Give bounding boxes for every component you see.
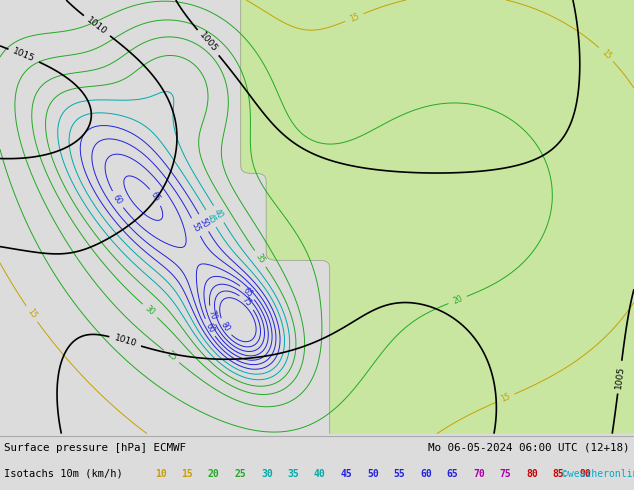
Text: 75: 75 — [240, 295, 254, 309]
Text: 80: 80 — [526, 469, 538, 479]
Text: 1005: 1005 — [614, 365, 626, 389]
Text: 1005: 1005 — [197, 31, 219, 54]
Text: 15: 15 — [499, 392, 512, 404]
Text: 35: 35 — [254, 252, 267, 265]
Text: 60: 60 — [111, 193, 124, 206]
Text: 45: 45 — [340, 469, 353, 479]
Text: 15: 15 — [25, 307, 38, 320]
Text: 15: 15 — [348, 11, 361, 24]
Text: 10: 10 — [155, 469, 167, 479]
Text: Surface pressure [hPa] ECMWF: Surface pressure [hPa] ECMWF — [4, 443, 186, 453]
Text: Mo 06-05-2024 06:00 UTC (12+18): Mo 06-05-2024 06:00 UTC (12+18) — [429, 443, 630, 453]
Text: 35: 35 — [287, 469, 299, 479]
Text: 25: 25 — [165, 350, 178, 363]
Text: 70: 70 — [206, 309, 217, 321]
Text: 15: 15 — [181, 469, 193, 479]
Text: 50: 50 — [197, 217, 210, 229]
Text: Isotachs 10m (km/h): Isotachs 10m (km/h) — [4, 469, 135, 479]
Text: 20: 20 — [451, 294, 463, 306]
Text: 60: 60 — [420, 469, 432, 479]
Text: 55: 55 — [190, 221, 202, 234]
Text: 65: 65 — [241, 286, 254, 299]
Text: 15: 15 — [600, 48, 612, 61]
Text: 25: 25 — [235, 469, 246, 479]
Text: 60: 60 — [204, 321, 216, 334]
Text: 90: 90 — [579, 469, 591, 479]
Text: 85: 85 — [552, 469, 564, 479]
Text: ©weatheronline.co.uk: ©weatheronline.co.uk — [562, 469, 634, 479]
Text: 1015: 1015 — [11, 47, 36, 64]
Text: 65: 65 — [446, 469, 458, 479]
Text: 40: 40 — [212, 208, 225, 220]
Text: 20: 20 — [208, 469, 220, 479]
Text: 70: 70 — [473, 469, 485, 479]
Text: 65: 65 — [149, 191, 162, 204]
Text: 45: 45 — [205, 212, 217, 225]
Text: 50: 50 — [367, 469, 378, 479]
Text: 40: 40 — [314, 469, 326, 479]
Text: 75: 75 — [500, 469, 511, 479]
Text: 1010: 1010 — [85, 15, 109, 36]
Text: 80: 80 — [219, 320, 231, 334]
Text: 30: 30 — [261, 469, 273, 479]
Text: 55: 55 — [394, 469, 405, 479]
Text: 30: 30 — [143, 304, 157, 318]
Text: 1010: 1010 — [113, 334, 138, 349]
